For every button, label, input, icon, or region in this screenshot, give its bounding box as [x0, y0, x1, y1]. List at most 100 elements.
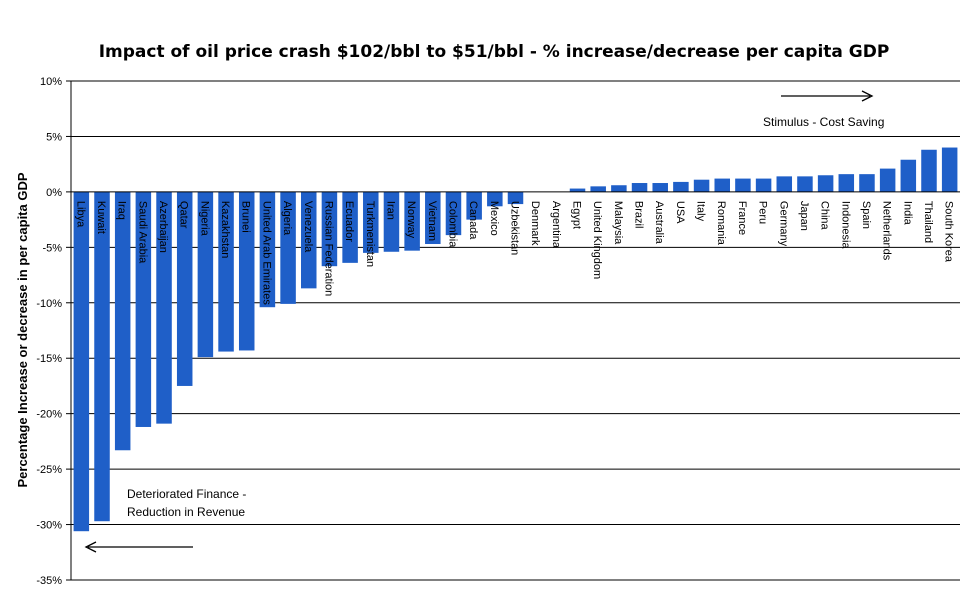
bar	[590, 186, 606, 192]
category-label: Iraq	[116, 201, 128, 220]
bar	[921, 149, 937, 192]
category-label: Azerbaijan	[157, 201, 169, 253]
category-label: Denmark	[529, 201, 541, 246]
category-label: USA	[674, 201, 686, 224]
bar	[197, 191, 214, 358]
bar	[838, 174, 855, 192]
arrow-right-head	[861, 90, 874, 102]
category-label: Turkmenistan	[364, 201, 376, 267]
category-label: Peru	[757, 201, 769, 224]
bar	[569, 188, 586, 192]
category-label: Brunei	[240, 201, 252, 233]
category-label: United Arab Emirates	[260, 201, 272, 305]
bar	[342, 191, 358, 263]
category-label: China	[819, 201, 831, 231]
bar	[135, 191, 152, 427]
axes	[66, 80, 960, 581]
bar	[714, 178, 730, 192]
bar	[652, 183, 668, 192]
category-label: Brazil	[633, 201, 645, 229]
category-label: Iran	[385, 201, 397, 220]
bar	[879, 168, 896, 192]
bar	[445, 191, 462, 236]
bar	[631, 183, 648, 192]
category-label: India	[901, 201, 913, 226]
category-label: Canada	[467, 201, 479, 240]
category-label: Saudi Arabia	[136, 201, 148, 264]
bar	[900, 159, 917, 192]
category-label: Qatar	[178, 201, 190, 229]
arrow-left-head	[84, 541, 97, 553]
category-label: Netherlands	[881, 201, 893, 261]
annotation-deteriorated: Reduction in Revenue	[127, 505, 245, 519]
bar	[693, 179, 710, 192]
category-label: Argentina	[550, 201, 562, 249]
y-tick-label: -10%	[36, 298, 62, 310]
bar	[259, 191, 276, 308]
category-label: Colombia	[447, 201, 459, 248]
bar	[156, 191, 172, 424]
category-label: Malaysia	[612, 201, 624, 245]
bar	[817, 175, 834, 192]
category-label: Russian Federation	[322, 201, 334, 296]
bar	[776, 176, 793, 192]
bar	[218, 191, 234, 352]
category-label: South Korea	[943, 201, 955, 263]
category-label: Ecuador	[343, 201, 355, 242]
category-label: United Kingdom	[591, 201, 603, 279]
bar	[859, 174, 875, 192]
y-tick-labels: 10% 5% 0% -5% -10% -15% -20% -25% -30% -35%	[36, 76, 62, 587]
y-tick-label: -5%	[42, 242, 62, 254]
bar	[94, 191, 110, 522]
bar	[425, 191, 441, 245]
y-tick-label: -20%	[36, 409, 62, 421]
bar	[176, 191, 193, 386]
bar	[301, 191, 317, 289]
category-label: Romania	[715, 201, 727, 246]
category-label: Kazakhstan	[219, 201, 231, 258]
category-label: Egypt	[571, 201, 583, 229]
y-tick-label: -35%	[36, 575, 62, 587]
category-label: Venezuela	[302, 201, 314, 253]
annotations: Stimulus - Cost Saving Deteriorated Finan…	[84, 90, 884, 553]
annotation-deteriorated: Deteriorated Finance -	[127, 487, 246, 501]
category-label: Indonesia	[839, 201, 851, 250]
y-tick-label: -15%	[36, 353, 62, 365]
y-tick-label: -30%	[36, 520, 62, 532]
category-labels: Libya Kuwait Iraq Saudi Arabia Azerbaijan Qat…	[74, 201, 954, 305]
bar	[238, 191, 255, 351]
y-axis-label: Percentage Increase or decrease in per c…	[15, 172, 30, 487]
bar	[404, 191, 420, 251]
chart-title: Impact of oil price crash $102/bbl to $5…	[99, 42, 890, 62]
bar-series	[73, 147, 958, 532]
category-label: Norway	[405, 201, 417, 239]
y-tick-label: 5%	[46, 131, 62, 143]
category-label: Vietnam	[426, 201, 438, 241]
y-tick-label: 0%	[46, 187, 62, 199]
bar	[383, 191, 400, 252]
bar	[363, 191, 379, 253]
bar	[466, 191, 482, 220]
bar	[755, 178, 772, 192]
y-tick-label: 10%	[40, 76, 62, 88]
bar	[611, 185, 627, 192]
bar	[487, 191, 503, 207]
bar	[507, 191, 524, 205]
category-label: Spain	[860, 201, 872, 229]
bar	[941, 147, 958, 192]
bar	[280, 191, 296, 304]
bar	[797, 176, 813, 192]
bar	[673, 181, 689, 192]
category-label: Thailand	[922, 201, 934, 243]
category-label: Libya	[74, 201, 86, 228]
category-label: Nigeria	[198, 201, 210, 237]
category-label: Germany	[777, 201, 789, 247]
bar	[114, 191, 131, 451]
bar	[735, 178, 751, 192]
annotation-stimulus: Stimulus - Cost Saving	[763, 115, 884, 129]
category-label: Italy	[695, 201, 707, 222]
category-label: Australia	[653, 201, 665, 245]
category-label: Algeria	[281, 201, 293, 236]
category-label: Mexico	[488, 201, 500, 236]
